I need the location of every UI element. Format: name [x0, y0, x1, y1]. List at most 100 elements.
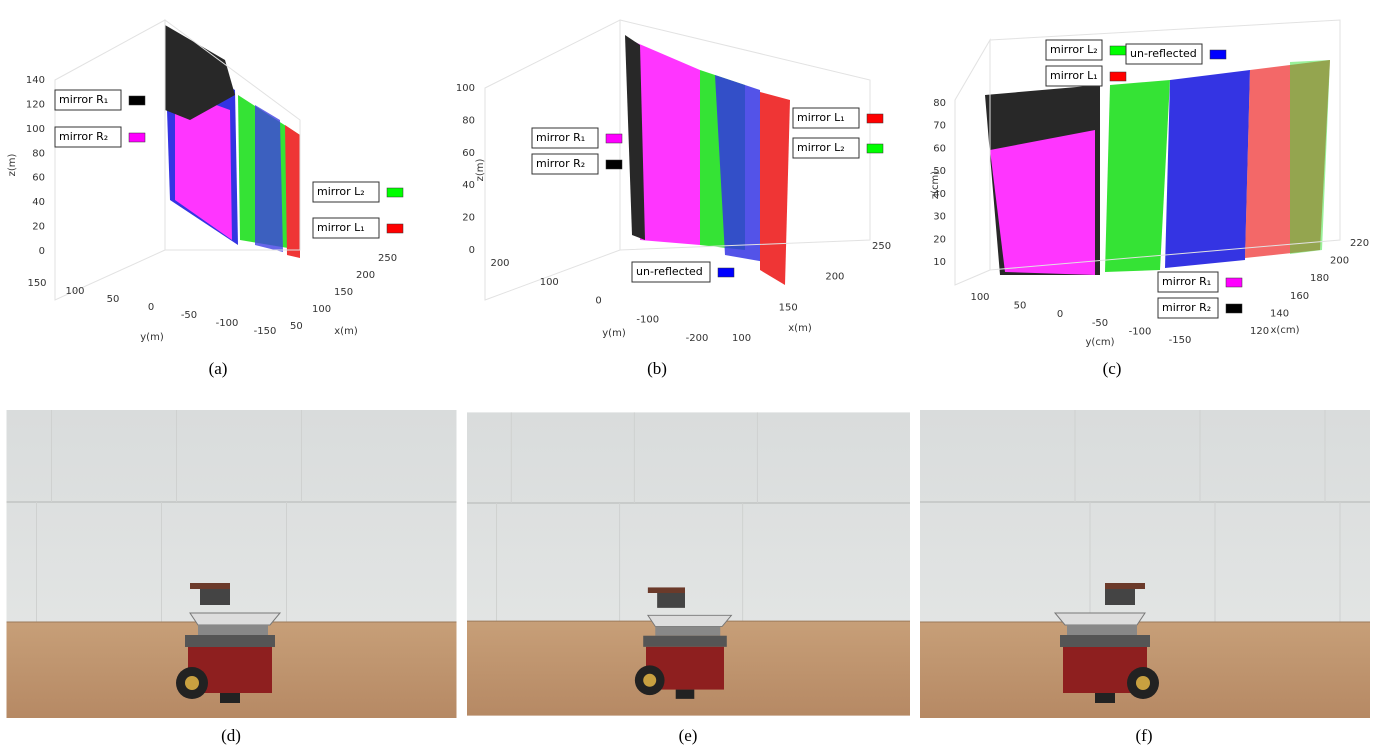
x-tick-label: 250	[378, 253, 397, 264]
y-tick-label: 50	[1014, 301, 1027, 312]
x-tick-label: 200	[825, 272, 844, 283]
point-cloud-b	[625, 35, 790, 285]
z-tick-label: 70	[933, 121, 946, 132]
z-tick-label: 20	[933, 234, 946, 245]
z-tick-label: 40	[32, 197, 45, 208]
legend-swatch	[129, 133, 145, 142]
x-tick-label: 200	[356, 270, 375, 281]
figure-caption: (f)	[1136, 726, 1153, 745]
x-tick-label: 200	[1330, 256, 1349, 267]
x-tick-label: 250	[872, 241, 891, 252]
x-tick-label: 150	[334, 287, 353, 298]
z-tick-label: 60	[462, 148, 475, 159]
legend-label: mirror L₂	[797, 141, 845, 154]
legend-swatch	[1226, 278, 1242, 287]
z-tick-label: 100	[456, 83, 475, 94]
z-tick-label: 120	[26, 99, 45, 110]
y-axis-label: y(cm)	[1086, 337, 1115, 348]
y-tick-label: -150	[254, 326, 277, 337]
y-tick-label: -50	[181, 310, 197, 321]
x-tick-label: 120	[1250, 326, 1269, 337]
y-tick-label: 50	[107, 294, 120, 305]
legend-swatch	[1110, 72, 1126, 81]
z-tick-label: 80	[32, 148, 45, 159]
x-tick-label: 50	[290, 321, 303, 332]
x-tick-label: 150	[779, 302, 798, 313]
x-tick-label: 140	[1270, 308, 1289, 319]
legend-swatch	[1110, 46, 1126, 55]
x-tick-label: 180	[1310, 273, 1329, 284]
figure-caption: (e)	[679, 726, 698, 745]
legend-swatch	[387, 188, 403, 197]
y-tick-label: 100	[540, 277, 559, 288]
legend-swatch	[718, 268, 734, 277]
legend-label: mirror R₂	[1162, 301, 1211, 314]
legend-label: mirror L₁	[317, 221, 365, 234]
y-tick-label: 0	[595, 296, 601, 307]
y-tick-label: -100	[1129, 326, 1152, 337]
legend-label: mirror R₂	[536, 157, 585, 170]
y-tick-label: 100	[65, 286, 84, 297]
figure-caption: (a)	[209, 359, 228, 378]
y-tick-label: -150	[1169, 335, 1192, 346]
z-axis-label: z(m)	[7, 154, 18, 177]
z-tick-label: 140	[26, 75, 45, 86]
z-tick-label: 60	[933, 143, 946, 154]
legend-label: mirror L₁	[797, 111, 845, 124]
z-tick-label: 60	[32, 173, 45, 184]
y-tick-label: 100	[970, 292, 989, 303]
legend-swatch	[387, 224, 403, 233]
photo-f	[920, 410, 1370, 718]
z-tick-label: 30	[933, 212, 946, 223]
legend-swatch	[867, 114, 883, 123]
y-axis-label: y(m)	[602, 328, 626, 339]
legend-label: mirror R₁	[536, 131, 585, 144]
y-tick-label: -50	[1092, 318, 1108, 329]
y-tick-label: 150	[27, 278, 46, 289]
photo-d	[7, 410, 457, 718]
axes-box	[955, 40, 990, 285]
legend-swatch	[1226, 304, 1242, 313]
y-tick-label: -200	[686, 333, 709, 344]
figure-caption: (d)	[221, 726, 241, 745]
x-tick-label: 160	[1290, 291, 1309, 302]
legend-label: mirror L₂	[1050, 43, 1098, 56]
legend-swatch	[1210, 50, 1226, 59]
z-tick-label: 80	[462, 115, 475, 126]
x-axis-label: x(m)	[788, 323, 812, 334]
y-axis-label: y(m)	[140, 332, 164, 343]
figure-page: 140120100806040200150100500-50-100-15050…	[0, 0, 1380, 753]
point-cloud-c	[985, 60, 1330, 275]
figure-caption: (c)	[1103, 359, 1122, 378]
axes-box	[55, 20, 165, 300]
z-axis-label: z(m)	[475, 159, 486, 182]
figure-caption: (b)	[647, 359, 667, 378]
x-axis-label: x(cm)	[1271, 325, 1300, 336]
y-tick-label: -100	[636, 314, 659, 325]
z-tick-label: 0	[39, 246, 45, 257]
legend-swatch	[867, 144, 883, 153]
z-tick-label: 0	[469, 245, 475, 256]
legend-label: mirror R₁	[1162, 275, 1211, 288]
z-axis-label: z(cm)	[930, 171, 941, 199]
legend-label: mirror L₁	[1050, 69, 1098, 82]
y-tick-label: 200	[490, 258, 509, 269]
legend-swatch	[129, 96, 145, 105]
x-tick-label: 100	[312, 304, 331, 315]
legend-label: mirror R₂	[59, 130, 108, 143]
legend-swatch	[606, 134, 622, 143]
z-tick-label: 10	[933, 257, 946, 268]
legend-label: mirror L₂	[317, 185, 365, 198]
point-cloud-a	[165, 25, 300, 258]
legend-label: un-reflected	[636, 265, 703, 278]
legend-label: mirror R₁	[59, 93, 108, 106]
z-tick-label: 20	[32, 222, 45, 233]
y-tick-label: 0	[148, 302, 154, 313]
x-tick-label: 100	[732, 333, 751, 344]
x-axis-label: x(m)	[334, 326, 358, 337]
z-tick-label: 20	[462, 213, 475, 224]
y-tick-label: 0	[1057, 309, 1063, 320]
legend-label: un-reflected	[1130, 47, 1197, 60]
y-tick-label: -100	[216, 318, 239, 329]
photo-e	[467, 412, 910, 715]
